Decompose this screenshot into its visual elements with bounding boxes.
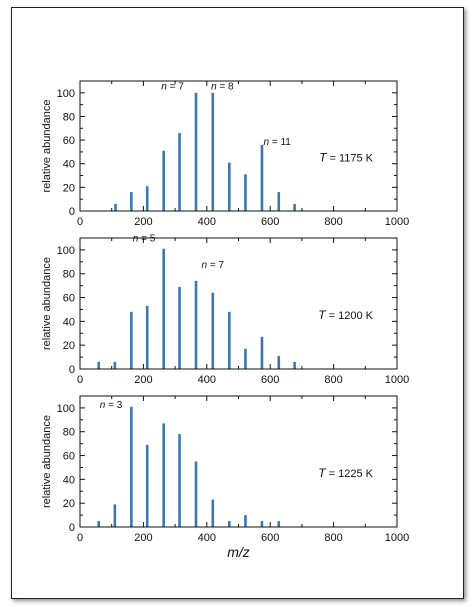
x-tick-label: 0 [77, 532, 83, 544]
cluster-size-annotation: n = 7 [202, 260, 225, 271]
x-tick-label: 1000 [385, 216, 409, 228]
y-axis-label: relative abundance [41, 415, 53, 508]
bar [293, 361, 296, 369]
bar [178, 434, 181, 527]
bar [244, 348, 247, 369]
y-tick-label: 20 [63, 182, 75, 194]
chart-panel-middle: 0 200 400 600 800 1000 0 20 40 60 80 100 relative ab… [41, 234, 409, 386]
bar [260, 521, 264, 527]
x-tick-label: 800 [324, 216, 342, 228]
bar [277, 192, 281, 211]
bar [162, 248, 165, 369]
cluster-size-annotation: n = 7 [161, 81, 184, 92]
y-tick-label: 60 [63, 135, 75, 147]
bar [130, 192, 133, 211]
bar [130, 406, 133, 527]
temperature-label: T = 1225 K [318, 466, 373, 480]
figure-frame [11, 7, 464, 599]
x-tick-label: 400 [198, 216, 216, 228]
y-tick-label: 100 [57, 245, 75, 257]
temperature-label: T = 1200 K [318, 308, 373, 322]
bar [178, 133, 181, 211]
x-tick-label: 1000 [385, 532, 409, 544]
bar [244, 174, 247, 211]
x-axis-label: m/z [227, 544, 250, 560]
cluster-size-annotation: n = 3 [100, 400, 123, 411]
x-tick-label: 600 [261, 216, 279, 228]
bar [145, 186, 149, 211]
x-tick-label: 200 [134, 532, 152, 544]
cluster-size-annotation: n = 5 [133, 234, 156, 245]
plot-frame [79, 80, 398, 212]
bar [97, 521, 100, 527]
bar [228, 521, 231, 527]
bar [178, 286, 181, 369]
y-tick-label: 20 [63, 340, 75, 352]
x-tick-label: 1000 [385, 374, 409, 386]
bar [113, 361, 117, 369]
y-tick-label: 0 [69, 364, 75, 376]
bar [244, 515, 247, 527]
y-tick-label: 0 [69, 522, 75, 534]
y-axis-label: relative abundance [41, 257, 53, 350]
plot-frame [79, 395, 398, 528]
bar [194, 461, 198, 527]
bar [277, 521, 281, 527]
y-tick-label: 80 [63, 427, 75, 439]
bar [228, 311, 231, 369]
y-tick-label: 40 [63, 159, 75, 171]
y-tick-label: 80 [63, 111, 75, 123]
x-tick-label: 800 [324, 374, 342, 386]
x-tick-label: 800 [324, 532, 342, 544]
x-tick-label: 600 [261, 532, 279, 544]
bar [145, 305, 149, 369]
y-tick-label: 60 [63, 451, 75, 463]
y-tick-label: 100 [57, 88, 75, 100]
bar [211, 292, 215, 369]
x-tick-label: 0 [77, 216, 83, 228]
x-tick-label: 600 [261, 374, 279, 386]
y-tick-label: 20 [63, 498, 75, 510]
plot-frame [79, 237, 398, 370]
bar [260, 336, 264, 369]
bar [162, 423, 165, 527]
cluster-size-annotation: n = 8 [211, 81, 234, 92]
bar [130, 311, 133, 369]
y-tick-label: 100 [57, 403, 75, 415]
bar [260, 144, 264, 211]
bar [97, 361, 100, 369]
bar [194, 280, 198, 369]
y-tick-label: 0 [69, 206, 75, 218]
y-tick-label: 80 [63, 269, 75, 281]
bar [113, 504, 117, 527]
bar [211, 499, 215, 527]
y-tick-label: 40 [63, 316, 75, 328]
bar [277, 355, 281, 369]
bar [162, 150, 165, 211]
bar [194, 92, 198, 211]
y-axis-label: relative abundance [41, 100, 53, 193]
y-tick-label: 60 [63, 293, 75, 305]
x-tick-label: 200 [134, 216, 152, 228]
temperature-label: T = 1175 K [319, 151, 374, 165]
chart-panel-top: 0 200 400 600 800 1000 0 20 40 60 80 100 relative ab… [41, 80, 409, 228]
cluster-size-annotation: n = 11 [264, 137, 292, 148]
x-tick-label: 400 [198, 532, 216, 544]
x-tick-label: 0 [77, 374, 83, 386]
chart-panel-bottom: 0 200 400 600 800 1000 0 20 40 60 80 100 relative ab… [41, 395, 409, 560]
bar [114, 203, 117, 211]
y-tick-label: 40 [63, 474, 75, 486]
x-tick-label: 200 [134, 374, 152, 386]
bar [145, 444, 149, 527]
bar [228, 162, 231, 211]
bar [211, 92, 215, 211]
x-tick-label: 400 [198, 374, 216, 386]
bar [293, 203, 296, 211]
